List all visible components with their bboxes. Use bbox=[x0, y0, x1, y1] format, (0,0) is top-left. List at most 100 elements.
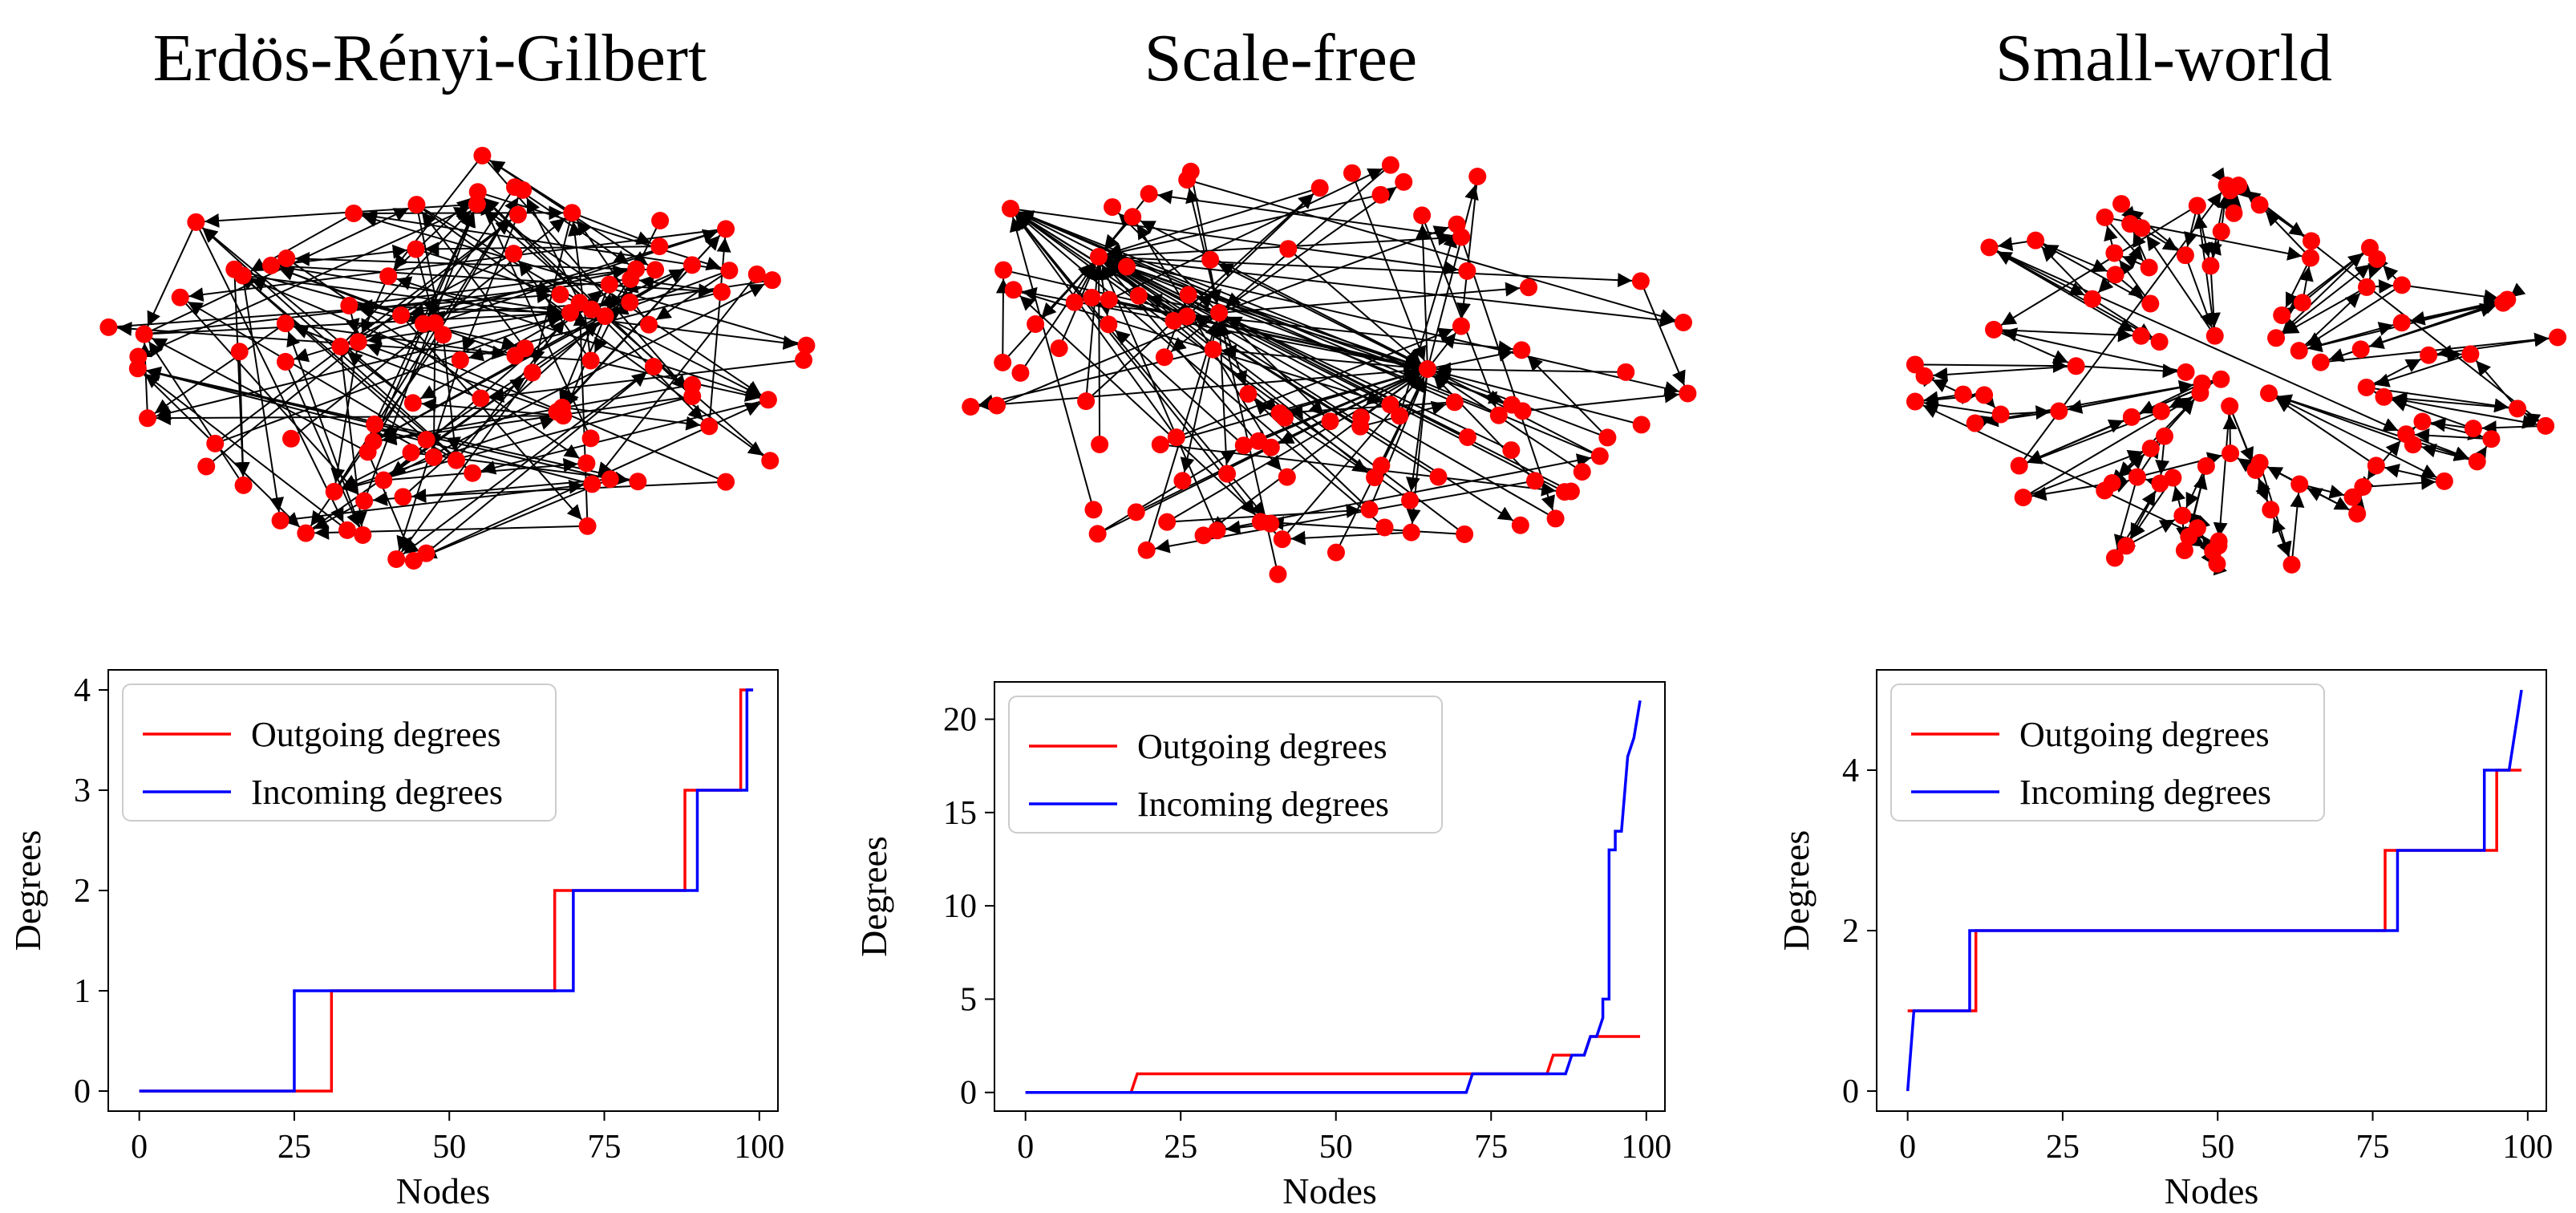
graph-node bbox=[523, 363, 541, 382]
graph-node bbox=[364, 432, 383, 451]
graph-node bbox=[375, 471, 393, 489]
graph-node bbox=[1090, 248, 1108, 266]
graph-edge bbox=[1148, 189, 1462, 238]
x-tick-label: 0 bbox=[1017, 1129, 1034, 1166]
graph-edge bbox=[144, 333, 369, 453]
graph-edge bbox=[1098, 256, 1400, 417]
graph-node bbox=[1151, 436, 1169, 454]
graph-node bbox=[354, 525, 372, 544]
graph-node bbox=[577, 454, 596, 473]
x-tick-label: 100 bbox=[1621, 1129, 1671, 1166]
graph-edge bbox=[2366, 386, 2518, 413]
graph-node bbox=[2201, 257, 2220, 275]
graph-node bbox=[2132, 327, 2150, 345]
graph-edge bbox=[349, 265, 637, 306]
graph-node bbox=[516, 339, 534, 358]
x-tick-label: 50 bbox=[1319, 1129, 1353, 1166]
graph-edge bbox=[2363, 475, 2444, 490]
graph-edge bbox=[1351, 172, 1428, 370]
graph-edge bbox=[1639, 281, 1689, 394]
graph-node bbox=[407, 196, 426, 214]
graph-node bbox=[139, 409, 157, 428]
graph-node bbox=[417, 431, 435, 449]
y-tick-label: 20 bbox=[943, 702, 977, 739]
graph-node bbox=[1091, 435, 1109, 453]
graph-node bbox=[2083, 290, 2101, 308]
y-tick-label: 0 bbox=[74, 1073, 91, 1110]
y-tick-label: 5 bbox=[960, 981, 977, 1018]
graph-node bbox=[2188, 519, 2206, 538]
graph-small-world bbox=[1906, 167, 2567, 576]
graph-node bbox=[1456, 525, 1474, 543]
graph-node bbox=[600, 275, 618, 294]
graph-node bbox=[99, 318, 118, 336]
graph-node bbox=[700, 417, 719, 436]
graph-node bbox=[1413, 206, 1432, 225]
graph-edge bbox=[1013, 289, 1283, 540]
graph-node bbox=[2177, 363, 2195, 381]
graph-node bbox=[2176, 246, 2194, 265]
panel-title-scale-free: Scale-free bbox=[1144, 21, 1418, 95]
graph-node bbox=[1511, 516, 1529, 534]
graph-node bbox=[2117, 537, 2136, 555]
graph-node bbox=[230, 343, 249, 361]
graph-edge bbox=[2104, 217, 2150, 269]
graph-node bbox=[225, 260, 244, 278]
graph-node bbox=[468, 183, 487, 201]
graph-node bbox=[1631, 272, 1650, 290]
graph-node bbox=[1590, 447, 1609, 465]
graph-node bbox=[1674, 314, 1692, 332]
graph-node bbox=[1239, 385, 1258, 404]
graph-node bbox=[1275, 408, 1294, 427]
graph-edge bbox=[415, 204, 446, 335]
graph-node bbox=[2464, 420, 2482, 438]
legend-box bbox=[1008, 696, 1443, 834]
graph-node bbox=[2267, 329, 2286, 347]
graph-edge bbox=[1218, 164, 1391, 314]
graph-edge bbox=[2268, 392, 2478, 463]
graph-node bbox=[1164, 311, 1183, 330]
graph-node bbox=[622, 270, 640, 288]
graph-edge bbox=[137, 334, 152, 419]
graph-node bbox=[2193, 374, 2211, 392]
graph-node bbox=[447, 451, 465, 469]
graph-node bbox=[712, 282, 731, 301]
graph-edge bbox=[2268, 392, 2377, 467]
y-tick-label: 1 bbox=[74, 973, 91, 1010]
panel-title-erdos: Erdös-Rényi-Gilbert bbox=[152, 21, 707, 95]
graph-edge bbox=[387, 155, 484, 277]
graph-node bbox=[1104, 198, 1122, 217]
graph-edge bbox=[1009, 208, 1095, 510]
graph-edge bbox=[425, 366, 654, 554]
graph-node bbox=[2014, 489, 2032, 507]
graph-node bbox=[1167, 428, 1185, 447]
graph-edge bbox=[995, 270, 1011, 363]
graph-node bbox=[297, 524, 315, 542]
graph-node bbox=[1371, 185, 1390, 204]
graph-node bbox=[2208, 554, 2226, 573]
graph-edge bbox=[2076, 363, 2186, 379]
series-line-incoming bbox=[1906, 689, 2523, 1092]
graph-node bbox=[2262, 501, 2280, 519]
y-axis-label: Degrees bbox=[853, 836, 894, 957]
graph-edge bbox=[2290, 484, 2305, 565]
graph-node bbox=[2205, 327, 2224, 345]
graph-node bbox=[1137, 541, 1156, 559]
graph-node bbox=[2152, 402, 2170, 420]
graph-node bbox=[414, 314, 432, 333]
graph-edge bbox=[1914, 359, 2076, 374]
graph-node bbox=[1179, 286, 1197, 304]
graph-node bbox=[1027, 314, 1045, 333]
graph-node bbox=[1445, 393, 1464, 412]
graph-node bbox=[2141, 294, 2160, 313]
graph-edge bbox=[1098, 256, 1557, 520]
graph-edge bbox=[2469, 353, 2518, 409]
graph-node bbox=[1468, 168, 1487, 186]
graph-node bbox=[1906, 392, 1924, 411]
graph-edge bbox=[1176, 325, 1462, 439]
graph-edge bbox=[1166, 368, 1428, 523]
graph-node bbox=[2105, 244, 2124, 262]
x-tick-label: 25 bbox=[2046, 1129, 2080, 1166]
graph-edge bbox=[1098, 256, 1688, 396]
graph-node bbox=[1004, 281, 1023, 299]
